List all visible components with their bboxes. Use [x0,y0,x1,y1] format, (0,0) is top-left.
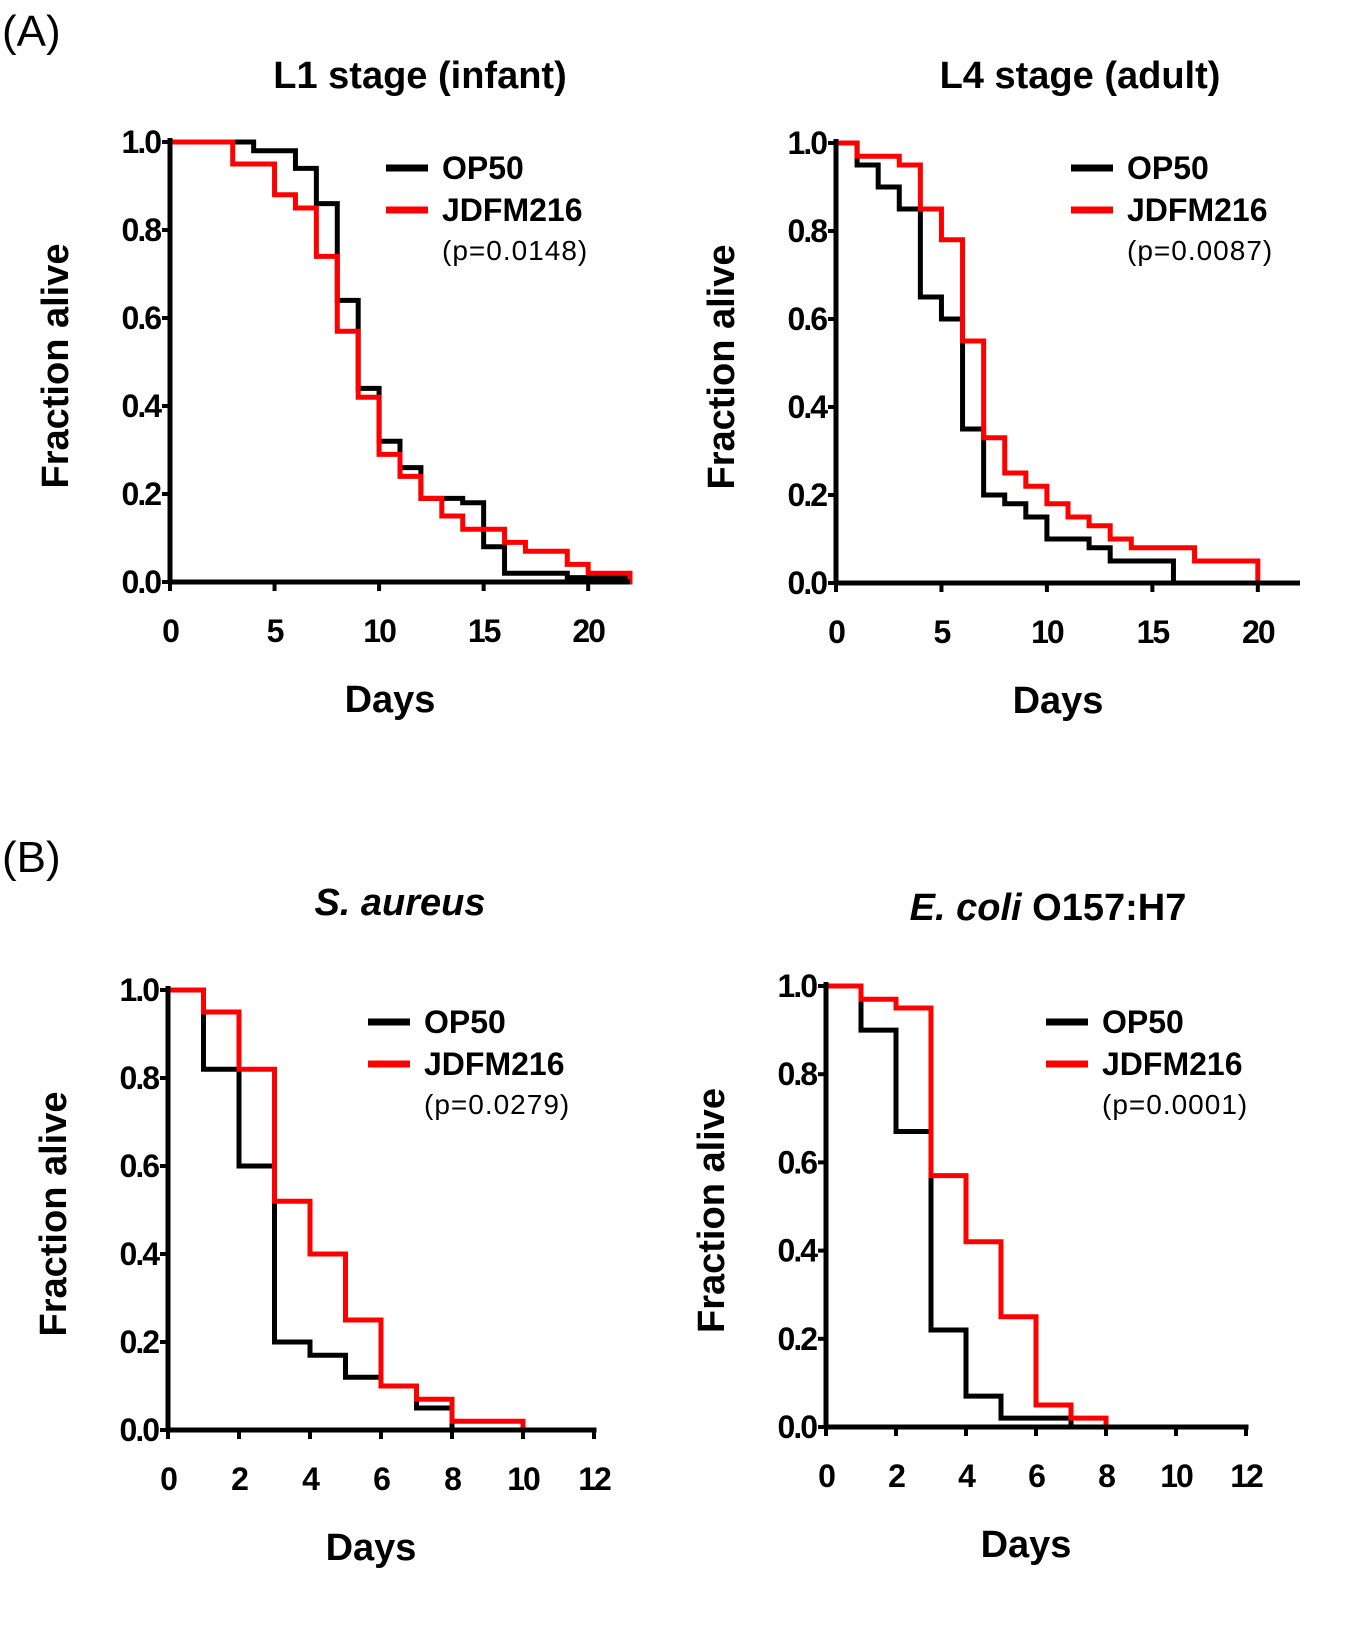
series-line-op50 [823,983,1249,1430]
x-tick-label: 10 [507,1461,540,1497]
p-value-label: (p=0.0087) [1127,235,1273,266]
y-tick-label: 0.4 [788,389,829,425]
x-tick-label: 6 [1028,1458,1045,1494]
x-axis-label: Days [981,1524,1072,1566]
p-value-label: (p=0.0001) [1102,1089,1248,1120]
y-tick-label: 0.8 [778,1056,818,1092]
y-tick-label: 0.0 [120,1412,160,1448]
y-tick-label: 0.2 [120,1324,160,1360]
y-tick-label: 0.6 [120,1148,160,1184]
chart-title: L4 stage (adult) [940,55,1221,97]
legend-label-jdfm216: JDFM216 [1127,192,1268,228]
series-line-jdfm216 [823,983,1109,1430]
x-tick-label: 20 [572,613,605,649]
x-tick-label: 5 [934,614,951,650]
legend-label-jdfm216: JDFM216 [1102,1046,1243,1082]
y-tick-label: 0.6 [122,300,162,336]
y-tick-label: 0.8 [122,212,162,248]
x-axis-label: Days [345,679,436,721]
series-line-jdfm216 [833,140,1261,586]
x-tick-label: 0 [818,1458,835,1494]
chart-1: L1 stage (infant) 0.0 0.2 0.4 0.6 0.8 1.0 0 5 10 1… [35,55,633,721]
x-tick-label: 20 [1242,614,1275,650]
y-tick-label: 0.2 [778,1321,818,1357]
x-tick-label: 15 [1137,614,1170,650]
legend-label-jdfm216: JDFM216 [442,192,583,228]
series-line-op50 [167,139,633,581]
legend-label-jdfm216: JDFM216 [424,1046,565,1082]
x-tick-label: 10 [363,613,396,649]
y-tick-label: 0.8 [788,213,828,249]
chart-2: L4 stage (adult) 0.0 0.2 0.4 0.6 0.8 1.0 0 5 10 15… [701,55,1300,722]
series-line-op50 [165,987,597,1433]
y-tick-label: 0.2 [788,477,828,513]
chart-title: L1 stage (infant) [273,55,566,97]
x-axis-label: Days [326,1527,417,1569]
series-line-op50 [833,140,1176,586]
chart-title-part: O157:H7 [1022,887,1187,929]
x-tick-label: 4 [958,1458,976,1494]
y-tick-label: 0.6 [778,1144,818,1180]
y-tick-label: 1.0 [122,124,162,160]
y-tick-label: 0.8 [120,1060,160,1096]
y-axis-label: Fraction alive [35,244,77,489]
y-tick-label: 0.0 [122,564,162,600]
y-axis-label: Fraction alive [701,245,743,490]
x-tick-label: 0 [828,614,845,650]
y-tick-label: 0.4 [778,1233,819,1269]
x-tick-label: 10 [1031,614,1064,650]
y-tick-label: 0.4 [120,1236,161,1272]
legend-label-op50: OP50 [442,150,524,186]
series-line-jdfm216 [167,139,633,585]
y-tick-label: 0.4 [122,388,163,424]
x-tick-label: 4 [302,1461,320,1497]
x-axis-label: Days [1013,680,1104,722]
y-tick-label: 1.0 [120,972,160,1008]
y-tick-label: 0.0 [788,565,828,601]
x-tick-label: 0 [160,1461,177,1497]
y-axis-label: Fraction alive [33,1092,75,1337]
x-tick-label: 6 [373,1461,390,1497]
x-tick-label: 2 [888,1458,905,1494]
panel-label-b: (B) [2,833,61,882]
x-tick-label: 12 [578,1461,611,1497]
p-value-label: (p=0.0148) [442,235,588,266]
panel-label-a: (A) [2,7,61,56]
series-line-jdfm216 [165,987,526,1433]
x-tick-label: 2 [231,1461,248,1497]
chart-4: E. coli O157:H7 0.0 0.2 0.4 0.6 0.8 1.0 0 2 4 6 8 10… [691,887,1265,1566]
x-tick-label: 15 [468,613,501,649]
x-tick-label: 12 [1230,1458,1263,1494]
chart-title-part: S. aureus [314,882,485,924]
y-tick-label: 1.0 [788,125,828,161]
y-axis-label: Fraction alive [691,1088,733,1333]
p-value-label: (p=0.0279) [424,1089,570,1120]
chart-title-part: E. coli [910,887,1023,929]
y-tick-label: 1.0 [778,968,818,1004]
x-tick-label: 5 [267,613,284,649]
chart-3: S. aureus 0.0 0.2 0.4 0.6 0.8 1.0 0 2 4 6 8 10 12 Days… [33,882,613,1569]
x-tick-label: 8 [1098,1458,1115,1494]
chart-title: E. coli O157:H7 [910,887,1187,929]
x-tick-label: 0 [162,613,179,649]
y-tick-label: 0.2 [122,476,162,512]
y-tick-label: 0.6 [788,301,828,337]
legend-label-op50: OP50 [1102,1004,1184,1040]
charts-group: L1 stage (infant) 0.0 0.2 0.4 0.6 0.8 1.0 0 5 10 1… [33,55,1300,1569]
legend-label-op50: OP50 [1127,150,1209,186]
x-tick-label: 10 [1160,1458,1193,1494]
y-tick-label: 0.0 [778,1409,818,1445]
x-tick-label: 8 [444,1461,461,1497]
chart-title: S. aureus [314,882,485,924]
legend-label-op50: OP50 [424,1004,506,1040]
